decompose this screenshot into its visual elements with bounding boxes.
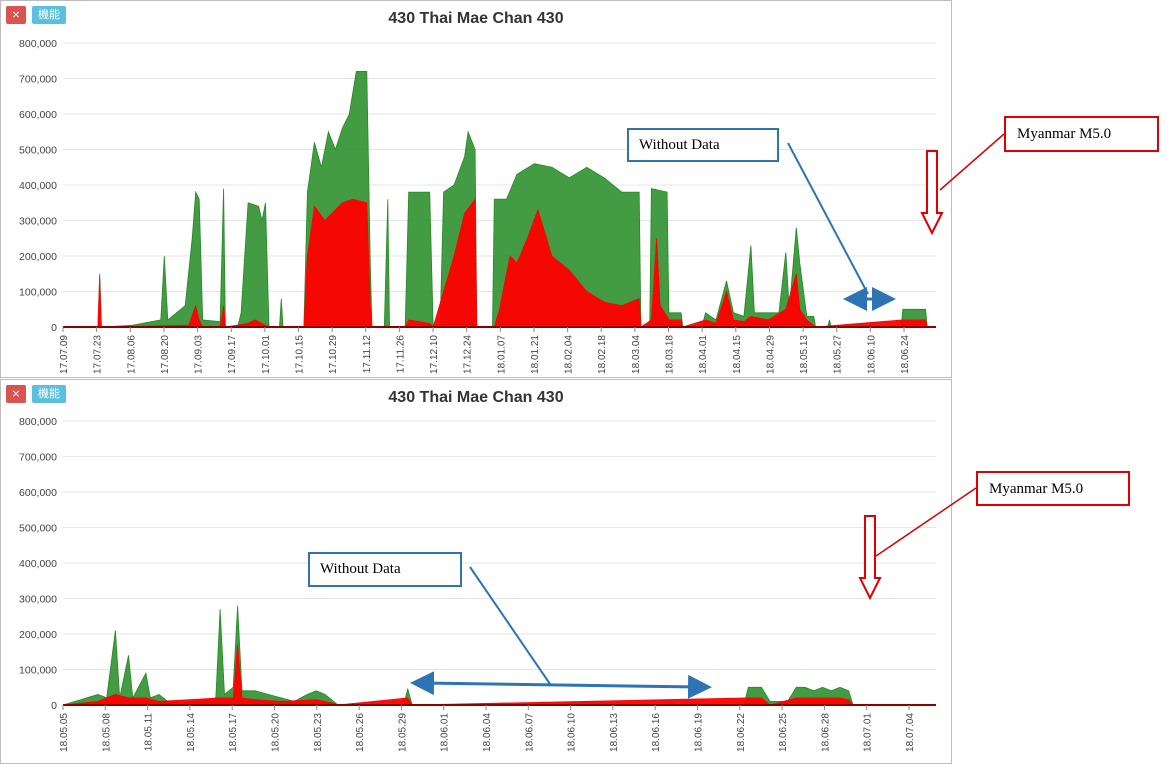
x-tick-label: 18.04.01	[698, 335, 709, 374]
x-tick-label: 17.09.03	[194, 335, 205, 374]
y-tick-label: 700,000	[19, 452, 57, 464]
series-area-total	[63, 71, 936, 328]
y-tick-label: 300,000	[19, 594, 57, 606]
x-tick-label: 18.05.17	[228, 713, 239, 752]
x-tick-label: 17.12.10	[429, 335, 440, 374]
x-tick-label: 17.11.12	[362, 335, 373, 374]
x-tick-label: 18.03.18	[665, 335, 676, 374]
x-tick-label: 18.01.21	[530, 335, 541, 374]
close-button[interactable]: ×	[6, 6, 26, 24]
x-tick-label: 18.05.05	[59, 713, 70, 752]
x-tick-label: 18.05.11	[144, 713, 155, 752]
x-tick-label: 17.07.09	[59, 335, 70, 374]
chart-panel-bottom: × 機能 430 Thai Mae Chan 430 800,000 700,00…	[0, 379, 952, 764]
x-tick-label: 17.08.20	[160, 335, 171, 374]
x-tick-label: 17.08.06	[126, 335, 137, 374]
x-tick-label: 18.05.14	[186, 713, 197, 752]
x-tick-label: 18.07.04	[905, 713, 916, 752]
y-tick-label: 0	[51, 322, 57, 334]
x-tick-label: 17.07.23	[93, 335, 104, 374]
x-tick-label: 18.05.20	[271, 713, 282, 752]
y-tick-label: 500,000	[19, 523, 57, 535]
x-tick-label: 18.06.10	[866, 335, 877, 374]
x-tick-label: 18.01.07	[496, 335, 507, 374]
x-tick-label: 18.06.04	[482, 713, 493, 752]
x-tick-label: 18.06.28	[820, 713, 831, 752]
function-menu-button[interactable]: 機能	[32, 385, 66, 403]
y-tick-label: 800,000	[19, 416, 57, 428]
x-tick-label: 18.02.04	[564, 335, 575, 374]
x-tick-label: 18.06.13	[609, 713, 620, 752]
x-tick-label: 18.05.13	[799, 335, 810, 374]
y-tick-label: 400,000	[19, 558, 57, 570]
series-area-total	[62, 605, 936, 706]
x-tick-label: 17.11.26	[395, 335, 406, 374]
chart-plot-bottom: 800,000 700,000 600,000 500,000 400,000 300,0…	[19, 416, 936, 752]
x-tick-label: 18.05.26	[355, 713, 366, 752]
chart-plot-top: 800,000 700,000 600,000 500,000 400,000 300,0…	[19, 38, 936, 374]
x-tick-label: 17.12.24	[463, 335, 474, 374]
x-tick-label: 18.04.15	[732, 335, 743, 374]
x-tick-label: 18.06.22	[736, 713, 747, 752]
x-tick-label: 17.09.17	[227, 335, 238, 374]
chart-panel-top: × 機能 430 Thai Mae Chan 430 800,000 700,00…	[0, 0, 952, 378]
y-tick-label: 600,000	[19, 487, 57, 499]
earthquake-callout-bottom: Myanmar M5.0	[976, 471, 1130, 506]
x-tick-label: 18.06.10	[567, 713, 578, 752]
x-tick-label: 18.05.23	[313, 713, 324, 752]
x-tick-label: 18.05.08	[101, 713, 112, 752]
x-tick-label: 18.06.01	[440, 713, 451, 752]
x-tick-label: 18.06.24	[900, 335, 911, 374]
y-tick-label: 200,000	[19, 251, 57, 263]
function-menu-button[interactable]: 機能	[32, 6, 66, 24]
x-tick-label: 17.10.01	[261, 335, 272, 374]
series-area-part	[63, 198, 936, 328]
x-tick-label: 17.10.29	[328, 335, 339, 374]
y-tick-label: 200,000	[19, 629, 57, 641]
y-tick-label: 0	[51, 700, 57, 712]
y-tick-label: 700,000	[19, 74, 57, 86]
without-data-callout-bottom: Without Data	[308, 552, 462, 587]
chart-title: 430 Thai Mae Chan 430	[388, 10, 564, 27]
x-tick-label: 18.07.01	[863, 713, 874, 752]
y-tick-label: 100,000	[19, 665, 57, 677]
y-tick-label: 600,000	[19, 109, 57, 121]
x-tick-label: 18.05.29	[397, 713, 408, 752]
y-tick-label: 500,000	[19, 145, 57, 157]
without-data-callout-top: Without Data	[627, 128, 779, 162]
earthquake-callout-top: Myanmar M5.0	[1004, 116, 1159, 152]
x-tick-label: 18.06.07	[524, 713, 535, 752]
x-tick-label: 17.10.15	[294, 335, 305, 374]
close-button[interactable]: ×	[6, 385, 26, 403]
x-tick-label: 18.06.19	[694, 713, 705, 752]
x-tick-label: 18.02.18	[597, 335, 608, 374]
x-tick-label: 18.04.29	[765, 335, 776, 374]
y-tick-label: 100,000	[19, 287, 57, 299]
chart-title: 430 Thai Mae Chan 430	[388, 389, 564, 406]
x-tick-label: 18.06.25	[778, 713, 789, 752]
y-tick-label: 300,000	[19, 216, 57, 228]
x-tick-label: 18.03.04	[631, 335, 642, 374]
y-tick-label: 800,000	[19, 38, 57, 50]
x-tick-label: 18.06.16	[651, 713, 662, 752]
y-tick-label: 400,000	[19, 180, 57, 192]
x-tick-label: 18.05.27	[833, 335, 844, 374]
